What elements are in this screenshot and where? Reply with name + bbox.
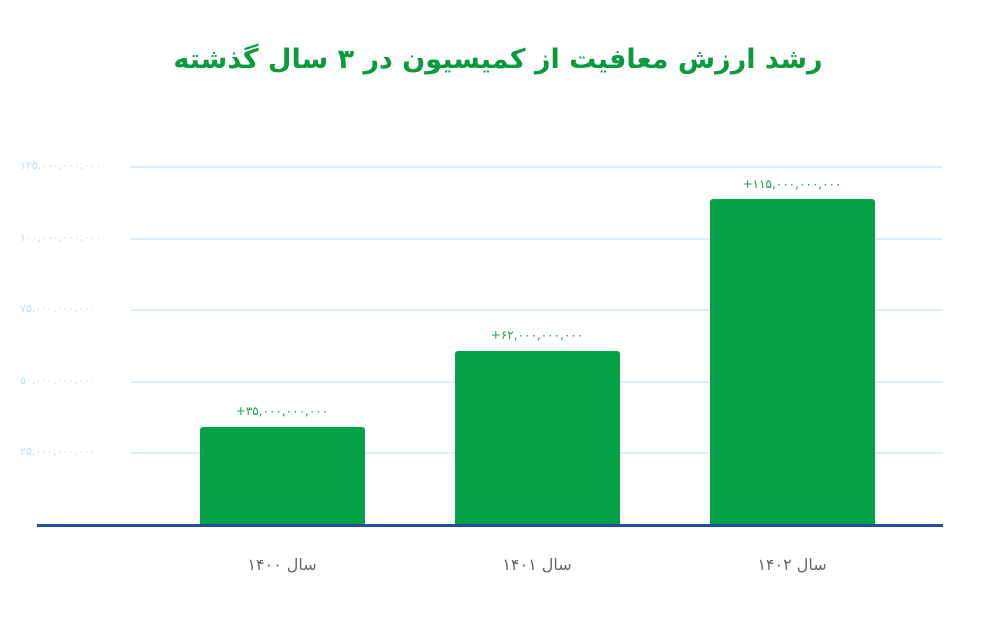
y-tick-label: ۵۰,۰۰۰,۰۰۰,۰۰۰ <box>20 374 96 387</box>
x-label-1400: سال ۱۴۰۰ <box>247 555 317 574</box>
y-tick-label: ۲۵,۰۰۰,۰۰۰,۰۰۰ <box>20 445 96 458</box>
chart-title: رشد ارزش معافیت از کمیسیون در ۳ سال گذشت… <box>173 44 823 75</box>
grid-line-100b <box>131 238 943 240</box>
bar-1400 <box>200 427 365 525</box>
bar-value-label-1400: +۳۵,۰۰۰,۰۰۰,۰۰۰ <box>235 404 329 418</box>
grid-line-125b <box>131 166 943 168</box>
x-label-1401: سال ۱۴۰۱ <box>502 555 572 574</box>
bar-1401 <box>455 351 620 525</box>
bar-value-label-1402: +۱۱۵,۰۰۰,۰۰۰,۰۰۰ <box>742 177 842 191</box>
grid-line-75b <box>131 309 943 311</box>
y-tick-label: ۱۲۵,۰۰۰,۰۰۰,۰۰۰ <box>20 159 102 172</box>
bar-1402 <box>710 199 875 525</box>
bar-value-label-1401: +۶۲,۰۰۰,۰۰۰,۰۰۰ <box>490 328 584 342</box>
y-tick-label: ۷۵,۰۰۰,۰۰۰,۰۰۰ <box>20 302 96 315</box>
y-tick-label: ۱۰۰,۰۰۰,۰۰۰,۰۰۰ <box>20 231 102 244</box>
x-label-1402: سال ۱۴۰۲ <box>757 555 827 574</box>
x-axis-line <box>37 524 943 527</box>
